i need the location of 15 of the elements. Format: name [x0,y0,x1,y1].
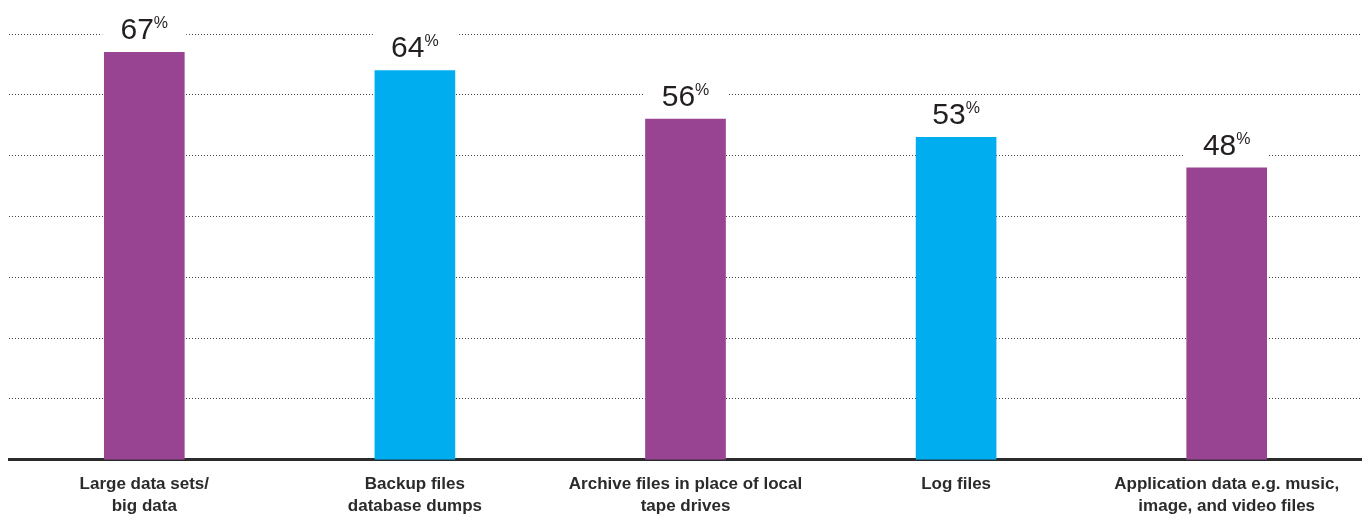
x-tick-label: Application data e.g. music, image, and video files [1114,473,1340,515]
data-label: 67% [120,12,169,46]
data-label: 48% [1202,127,1251,161]
data-label: 56% [661,79,710,113]
bar [374,70,456,460]
x-tick-label: Backup files database dumps [347,473,482,515]
x-tick-label: Archive files in place of local tape drives [568,473,803,515]
x-tick-label: Log files [921,473,992,493]
bar [103,51,185,460]
data-label: 53% [932,97,980,131]
data-label: 64% [391,30,439,64]
x-tick-label: Large data sets/ big data [79,473,210,515]
bar [915,137,997,460]
bar [1186,167,1268,460]
bar [645,118,726,460]
